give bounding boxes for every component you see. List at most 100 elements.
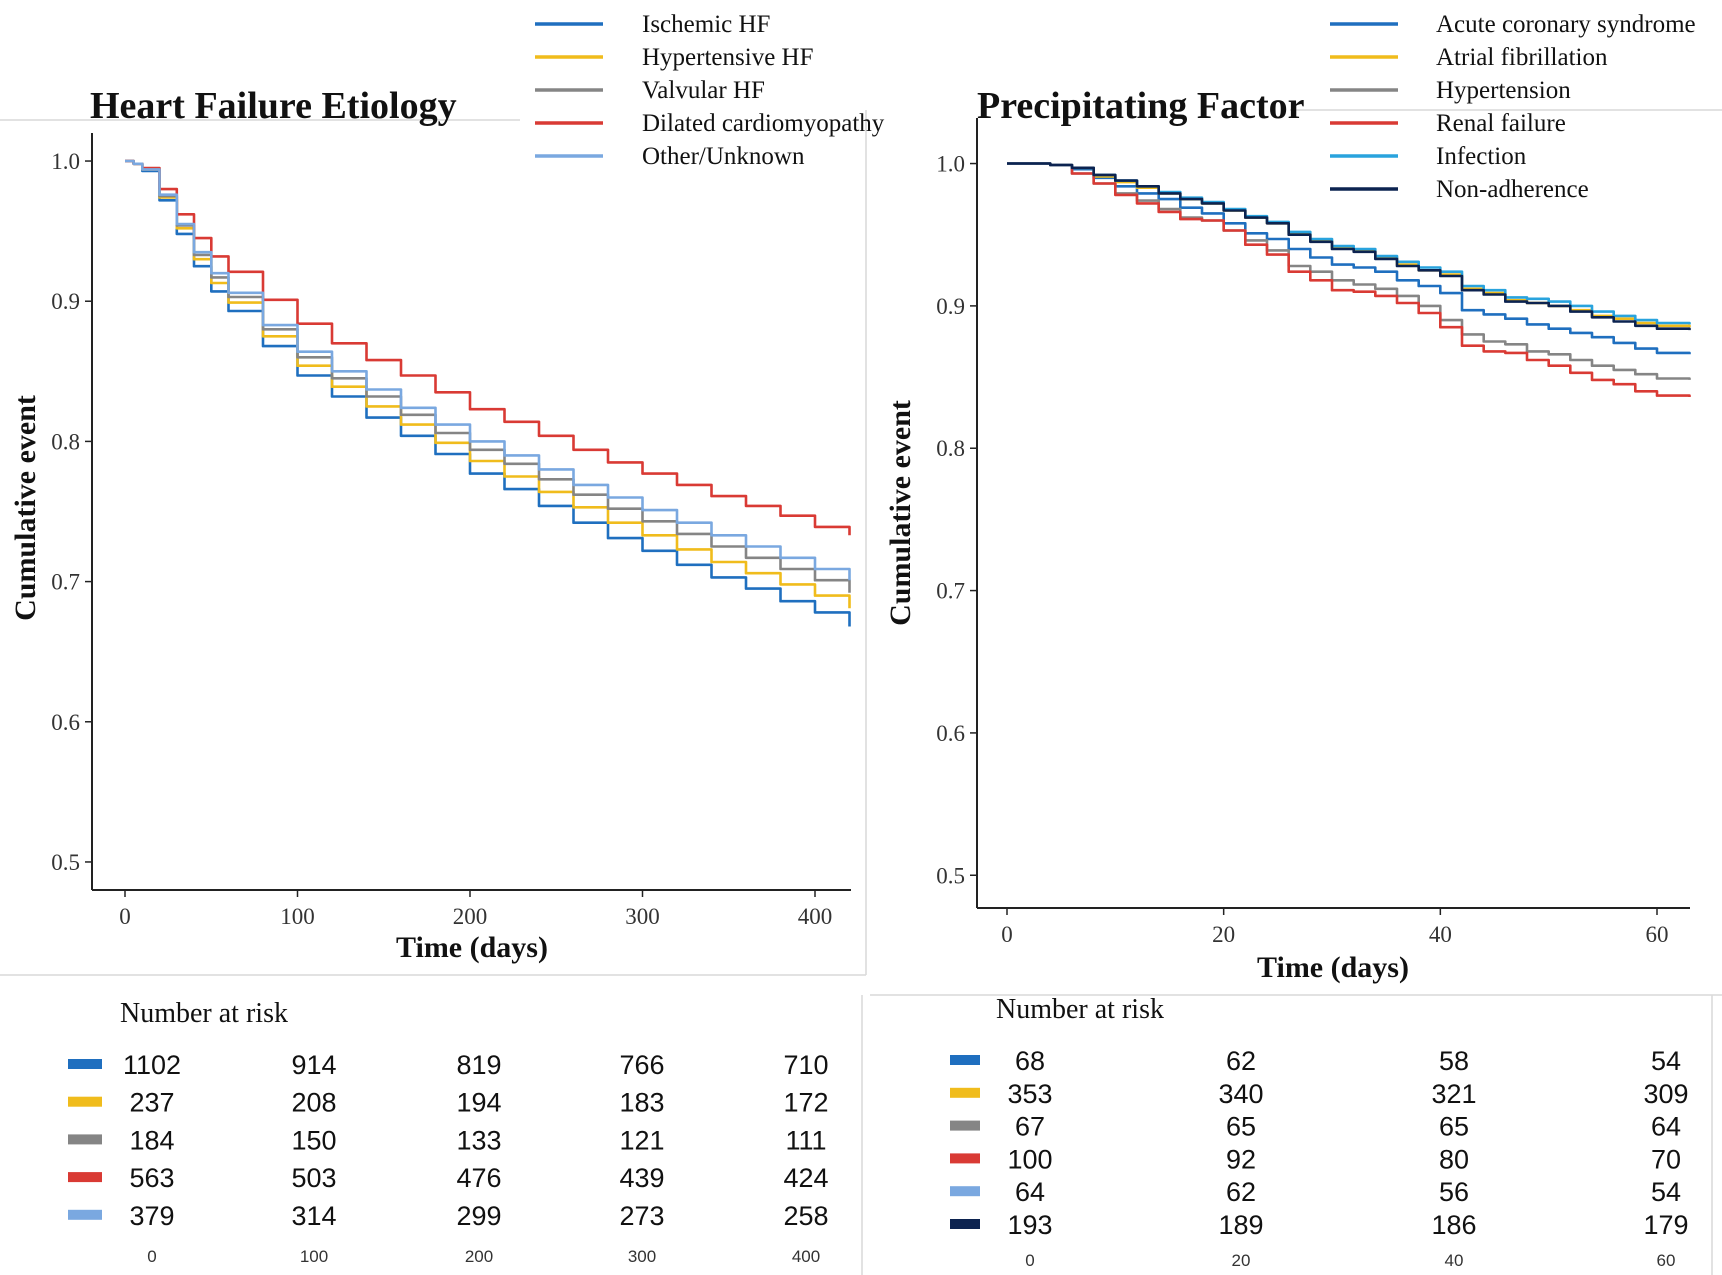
precipitating-risk-cell: 353 (1007, 1079, 1052, 1109)
etiology-curve-ischemic-hf (125, 159, 851, 627)
precipitating-y-tick-label: 1.0 (936, 152, 965, 177)
precipitating-risk-cell: 65 (1439, 1112, 1469, 1142)
etiology-risk-cell: 237 (129, 1088, 174, 1118)
etiology-risk-cell: 766 (619, 1050, 664, 1080)
panel-frames (0, 109, 1722, 1275)
etiology-risk-cell: 1102 (123, 1050, 181, 1080)
etiology-risk-cell: 819 (456, 1050, 501, 1080)
precipitating-risk-table-title: Number at risk (996, 994, 1164, 1025)
precipitating-risk-time-label: 20 (1232, 1251, 1251, 1270)
precipitating-risk-cell: 65 (1226, 1112, 1256, 1142)
legend-label-hypertensive-hf: Hypertensive HF (642, 44, 814, 71)
precipitating-x-tick-label: 20 (1212, 922, 1235, 947)
etiology-risk-cell: 563 (129, 1163, 174, 1193)
legend-label-non-adherence: Non-adherence (1436, 176, 1589, 203)
etiology-title: Heart Failure Etiology (90, 85, 457, 127)
precipitating-risk-cell: 64 (1015, 1177, 1045, 1207)
etiology-risk-cell: 273 (619, 1201, 664, 1231)
precipitating-risk-row-swatch (950, 1186, 980, 1197)
precipitating-curve-non-adherence (1007, 162, 1691, 331)
etiology-risk-time-label: 200 (465, 1247, 493, 1266)
etiology-risk-cell: 172 (783, 1088, 828, 1118)
precipitating-risk-cell: 62 (1226, 1046, 1256, 1076)
etiology-risk-cell: 710 (783, 1050, 828, 1080)
etiology-risk-cell: 258 (783, 1201, 828, 1231)
precipitating-legend: Acute coronary syndrome Atrial fibrillati… (1330, 11, 1696, 203)
precipitating-risk-cell: 309 (1643, 1079, 1688, 1109)
etiology-risk-cell: 150 (291, 1125, 336, 1155)
precipitating-risk-cell: 189 (1218, 1210, 1263, 1240)
precipitating-risk-row-swatch (950, 1219, 980, 1229)
legend-label-hypertension: Hypertension (1436, 77, 1571, 104)
etiology-x-tick-label: 100 (280, 904, 315, 929)
etiology-x-tick-label: 200 (453, 904, 488, 929)
etiology-risk-time-label: 400 (792, 1247, 820, 1266)
etiology-y-tick-label: 0.6 (51, 710, 80, 735)
etiology-y-tick-label: 1.0 (51, 149, 80, 174)
etiology-risk-cell: 439 (619, 1163, 664, 1193)
etiology-risk-cell: 121 (619, 1125, 664, 1155)
precipitating-risk-cell: 54 (1651, 1177, 1681, 1207)
etiology-curve-valvular-hf (125, 159, 851, 593)
precipitating-x-tick-label: 60 (1646, 922, 1669, 947)
etiology-risk-table: 1102 914 819 766 710 237 208 194 183 172 184 150 133… (68, 1050, 829, 1266)
precipitating-risk-cell: 193 (1007, 1210, 1052, 1240)
etiology-risk-cell: 379 (129, 1201, 174, 1231)
precipitating-risk-cell: 321 (1431, 1079, 1476, 1109)
precipitating-risk-cell: 100 (1007, 1144, 1052, 1174)
etiology-risk-cell: 314 (291, 1201, 336, 1231)
etiology-risk-cell: 424 (783, 1163, 828, 1193)
precipitating-y-tick-label: 0.7 (936, 579, 965, 604)
legend-label-renal-failure: Renal failure (1436, 110, 1566, 137)
etiology-risk-cell: 299 (456, 1201, 501, 1231)
etiology-curve-dilated-cardiomyopathy (125, 159, 851, 536)
precipitating-risk-time-label: 60 (1657, 1251, 1676, 1270)
etiology-risk-cell: 183 (619, 1088, 664, 1118)
etiology-y-tick-label: 0.7 (51, 570, 80, 595)
etiology-risk-time-label: 0 (147, 1247, 156, 1266)
etiology-risk-table-title: Number at risk (120, 998, 288, 1029)
precipitating-curve-renal-failure (1007, 162, 1691, 397)
etiology-risk-row-swatch (68, 1134, 102, 1145)
etiology-risk-cell: 503 (291, 1163, 336, 1193)
precipitating-plot-area: 0.5 0.6 0.7 0.8 0.9 1.0 0 20 40 60 (936, 118, 1691, 947)
precipitating-y-tick-label: 0.8 (936, 436, 965, 461)
precipitating-risk-cell: 67 (1015, 1112, 1045, 1142)
etiology-risk-cell: 476 (456, 1163, 501, 1193)
etiology-x-tick-label: 400 (798, 904, 833, 929)
precipitating-risk-cell: 54 (1651, 1046, 1681, 1076)
precipitating-risk-cell: 80 (1439, 1144, 1469, 1174)
etiology-risk-time-label: 300 (628, 1247, 656, 1266)
precipitating-y-tick-label: 0.5 (936, 863, 965, 888)
precipitating-risk-cell: 56 (1439, 1177, 1469, 1207)
legend-label-ischemic-hf: Ischemic HF (642, 11, 770, 38)
precipitating-risk-cell: 62 (1226, 1177, 1256, 1207)
precipitating-x-axis-title: Time (days) (1257, 951, 1409, 984)
precipitating-risk-cell: 70 (1651, 1144, 1681, 1174)
precipitating-risk-cell: 68 (1015, 1046, 1045, 1076)
precipitating-risk-row-swatch (950, 1153, 980, 1164)
etiology-curve-hypertensive-hf (125, 159, 851, 609)
precipitating-x-tick-label: 0 (1001, 922, 1013, 947)
etiology-risk-time-label: 100 (300, 1247, 328, 1266)
etiology-x-tick-label: 0 (119, 904, 131, 929)
legend-label-valvular-hf: Valvular HF (642, 77, 765, 104)
precipitating-risk-cell: 340 (1218, 1079, 1263, 1109)
etiology-risk-cell: 133 (456, 1125, 501, 1155)
precipitating-y-tick-label: 0.9 (936, 294, 965, 319)
precipitating-title: Precipitating Factor (977, 85, 1305, 127)
precipitating-risk-time-label: 40 (1445, 1251, 1464, 1270)
legend-label-acute-coronary-syndrome: Acute coronary syndrome (1436, 11, 1696, 38)
precipitating-panel: Precipitating Factor Acute coronary synd… (884, 11, 1696, 1270)
etiology-y-tick-label: 0.8 (51, 429, 80, 454)
etiology-risk-cell: 184 (129, 1125, 174, 1155)
etiology-risk-cell: 208 (291, 1088, 336, 1118)
etiology-risk-cell: 914 (291, 1050, 336, 1080)
etiology-risk-row-swatch (68, 1096, 102, 1107)
precipitating-x-tick-label: 40 (1429, 922, 1452, 947)
precipitating-y-axis-title: Cumulative event (884, 400, 917, 626)
legend-label-infection: Infection (1436, 143, 1527, 170)
precipitating-risk-cell: 64 (1651, 1112, 1681, 1142)
